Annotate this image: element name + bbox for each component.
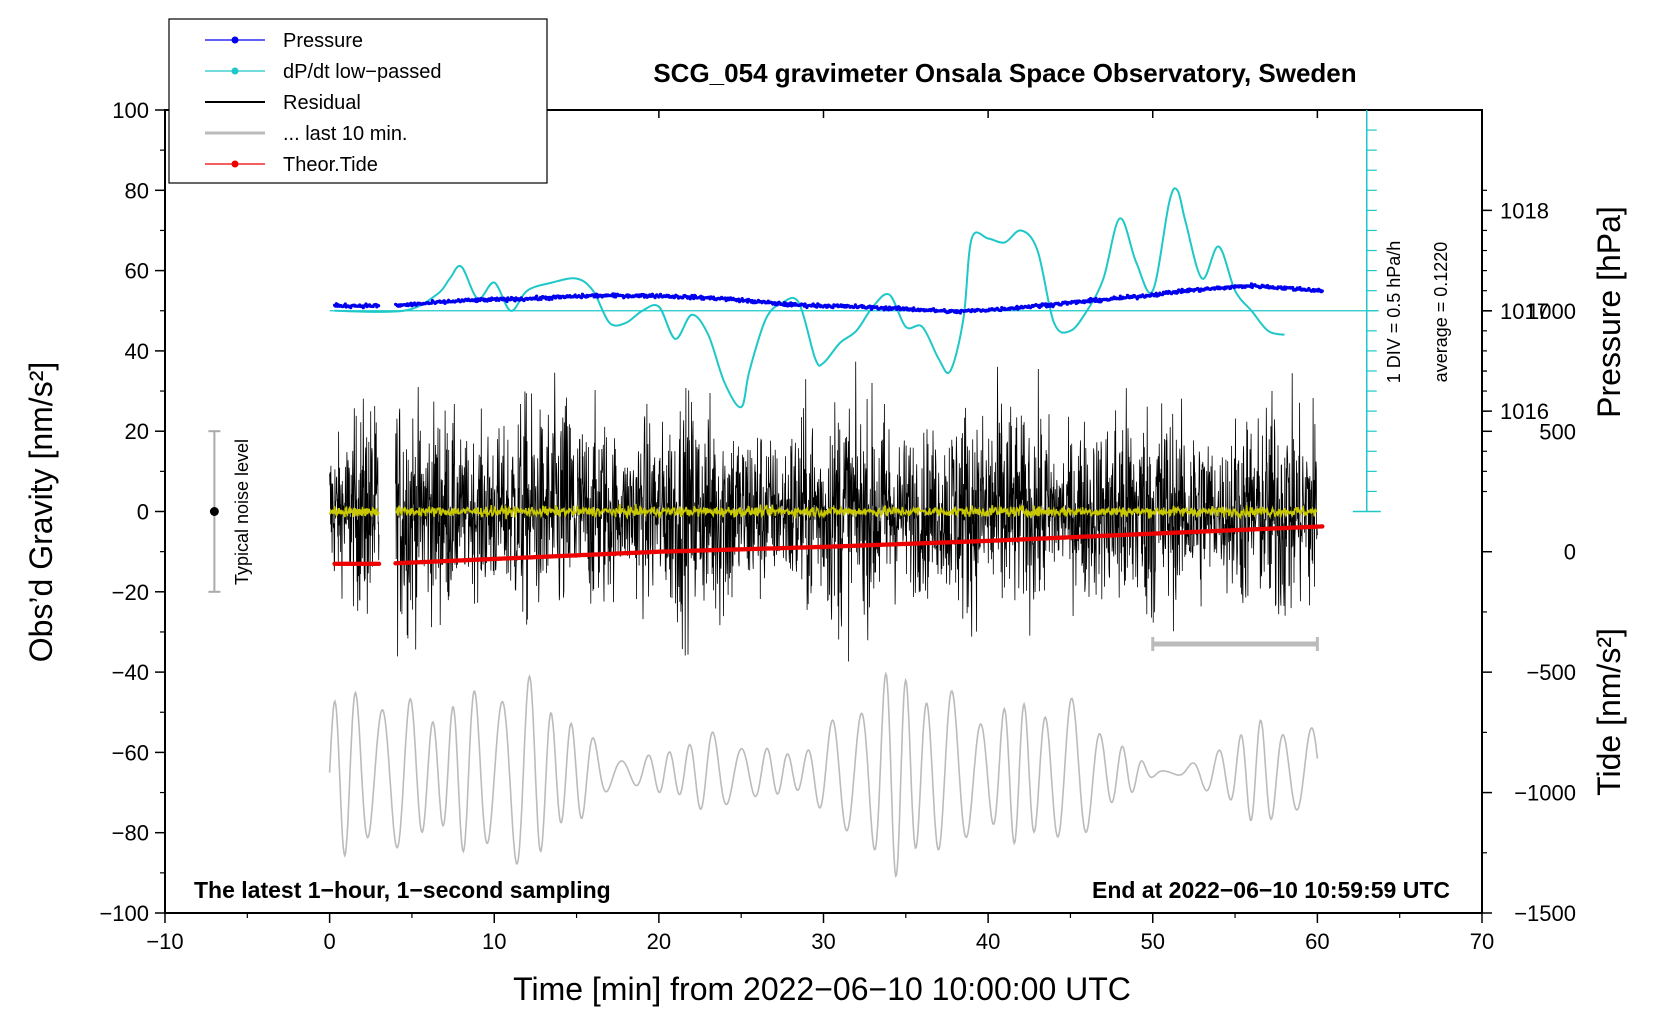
pressure-tick-label: 1016 <box>1500 399 1549 424</box>
pressure-point <box>593 295 597 299</box>
y-tick-label: −40 <box>112 660 149 685</box>
tide-tick-label: 1000 <box>1527 299 1576 324</box>
series-last10-line <box>328 671 1319 878</box>
tick-layer: −10 0 10 20 30 40 50 60 70−100−80−60−40−20020406… <box>99 98 1576 954</box>
tide-tick-label: −500 <box>1526 660 1576 685</box>
legend-dot-tide <box>231 160 239 168</box>
tide-tick-label: 500 <box>1539 419 1576 444</box>
tide-tick-label: −1500 <box>1514 901 1576 926</box>
y-tick-label: 100 <box>112 98 149 123</box>
overlay-layer <box>208 430 1319 651</box>
legend: Pressure dP/dt low−passed Residual ... l… <box>168 18 548 184</box>
y-axis-title-pressure: Pressure [hPa] <box>1591 206 1627 418</box>
pressure-point <box>882 308 886 312</box>
series-residual-smooth-b <box>394 503 1318 521</box>
x-tick-label: 0 <box>324 929 336 954</box>
pressure-point <box>579 296 584 300</box>
y-tick-label: 0 <box>137 500 149 525</box>
pressure-point <box>377 304 381 308</box>
pressure-point <box>1180 287 1184 291</box>
x-tick-label: 10 <box>482 929 506 954</box>
pressure-tick-label: 1018 <box>1500 198 1549 223</box>
y-tick-label: −20 <box>112 580 149 605</box>
tide-tick-label: 0 <box>1564 540 1576 565</box>
pressure-point <box>958 311 963 315</box>
pressure-point <box>999 308 1003 313</box>
series-layer <box>328 110 1381 878</box>
tide-tick-label: −1000 <box>1514 781 1576 806</box>
pressure-point <box>803 302 807 306</box>
x-tick-label: 60 <box>1305 929 1329 954</box>
series-residual-line-a <box>329 398 380 614</box>
annotation-sampling: The latest 1−hour, 1−second sampling <box>194 877 611 903</box>
legend-label-tide: Theor.Tide <box>283 154 378 176</box>
dpdt-scale-label: 1 DIV = 0.5 hPa/h <box>1384 241 1404 384</box>
y-tick-label: 80 <box>125 178 149 203</box>
chart-title: SCG_054 gravimeter Onsala Space Observat… <box>653 58 1356 88</box>
legend-label-dpdt: dP/dt low−passed <box>283 61 441 83</box>
pressure-tick-label: 1017 <box>1500 299 1549 324</box>
series-dpdt-line <box>334 187 1285 409</box>
pressure-point <box>505 299 509 304</box>
noise-bar-center <box>209 507 219 516</box>
y-axis-title-left: Obs’d Gravity [nm/s²] <box>23 362 59 663</box>
legend-label-residual: Residual <box>283 92 361 114</box>
pressure-point <box>1089 296 1093 301</box>
tide-point <box>1320 524 1325 529</box>
y-axis-title-tide: Tide [nm/s²] <box>1591 628 1627 796</box>
y-tick-label: 20 <box>125 419 149 444</box>
y-tick-label: −60 <box>112 740 149 765</box>
pressure-point <box>831 306 835 310</box>
y-tick-label: 60 <box>125 259 149 284</box>
pressure-point <box>535 294 539 298</box>
pressure-point <box>1094 296 1098 300</box>
x-axis-title: Time [min] from 2022−06−10 10:00:00 UTC <box>513 971 1131 1007</box>
legend-label-last10: ... last 10 min. <box>283 123 408 145</box>
legend-dot-dpdt <box>231 67 239 75</box>
y-tick-label: 40 <box>125 339 149 364</box>
series-residual-line-b <box>395 361 1318 662</box>
legend-dot-pressure <box>231 36 239 44</box>
pressure-point <box>692 297 696 301</box>
annotation-end-time: End at 2022−06−10 10:59:59 UTC <box>1092 877 1450 903</box>
x-tick-label: 20 <box>647 929 671 954</box>
x-tick-label: 30 <box>811 929 835 954</box>
pressure-point <box>539 297 543 301</box>
noise-level-label: Typical noise level <box>232 439 252 585</box>
x-tick-label: −10 <box>146 929 183 954</box>
legend-label-pressure: Pressure <box>283 30 363 52</box>
y-tick-label: −80 <box>112 821 149 846</box>
x-tick-label: 70 <box>1470 929 1494 954</box>
pressure-point <box>1320 289 1324 293</box>
pressure-point <box>1176 290 1180 294</box>
y-tick-label: −100 <box>99 901 149 926</box>
tide-point <box>376 561 382 566</box>
dpdt-average-label: average = 0.1220 <box>1431 242 1451 383</box>
pressure-point <box>1118 294 1122 298</box>
series-residual-smooth-a <box>328 506 380 518</box>
x-tick-label: 50 <box>1141 929 1165 954</box>
series-tide <box>332 524 1325 566</box>
x-tick-label: 40 <box>976 929 1000 954</box>
series-pressure <box>333 282 1324 315</box>
